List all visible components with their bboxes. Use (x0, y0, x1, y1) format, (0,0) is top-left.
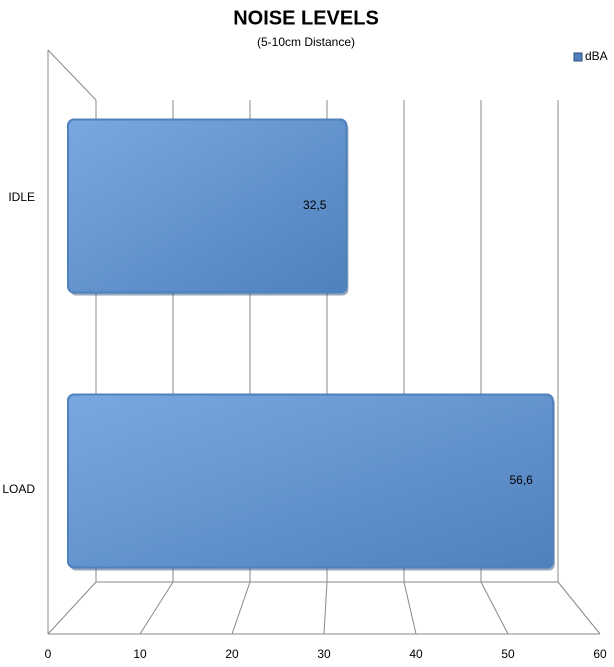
x-tick-label: 0 (45, 647, 52, 661)
x-tick-label: 30 (317, 647, 331, 661)
floor-grid-line (557, 581, 601, 635)
y-tick-label: LOAD (2, 482, 35, 496)
floor-grid-line (139, 581, 174, 635)
x-tick-label: 20 (225, 647, 239, 661)
legend-label: dBA (585, 49, 608, 63)
wall-edge (47, 49, 97, 101)
bar (67, 118, 348, 294)
floor-grid-line (47, 581, 97, 635)
chart-subtitle: (5-10cm Distance) (257, 35, 355, 49)
x-tick-label: 10 (133, 647, 147, 661)
legend-swatch (573, 52, 583, 62)
chart-title: NOISE LEVELS (233, 7, 379, 29)
x-tick-label: 50 (501, 647, 515, 661)
x-tick-label: 60 (593, 647, 607, 661)
floor-grid-line (480, 581, 509, 635)
floor-grid-line (403, 581, 417, 635)
y-tick-label: IDLE (8, 190, 35, 204)
bar (67, 393, 554, 569)
floor-grid-line (231, 581, 251, 635)
data-label: 32,5 (303, 198, 327, 212)
floor-grid-line (323, 581, 328, 635)
data-label: 56,6 (510, 473, 534, 487)
x-tick-label: 40 (409, 647, 423, 661)
